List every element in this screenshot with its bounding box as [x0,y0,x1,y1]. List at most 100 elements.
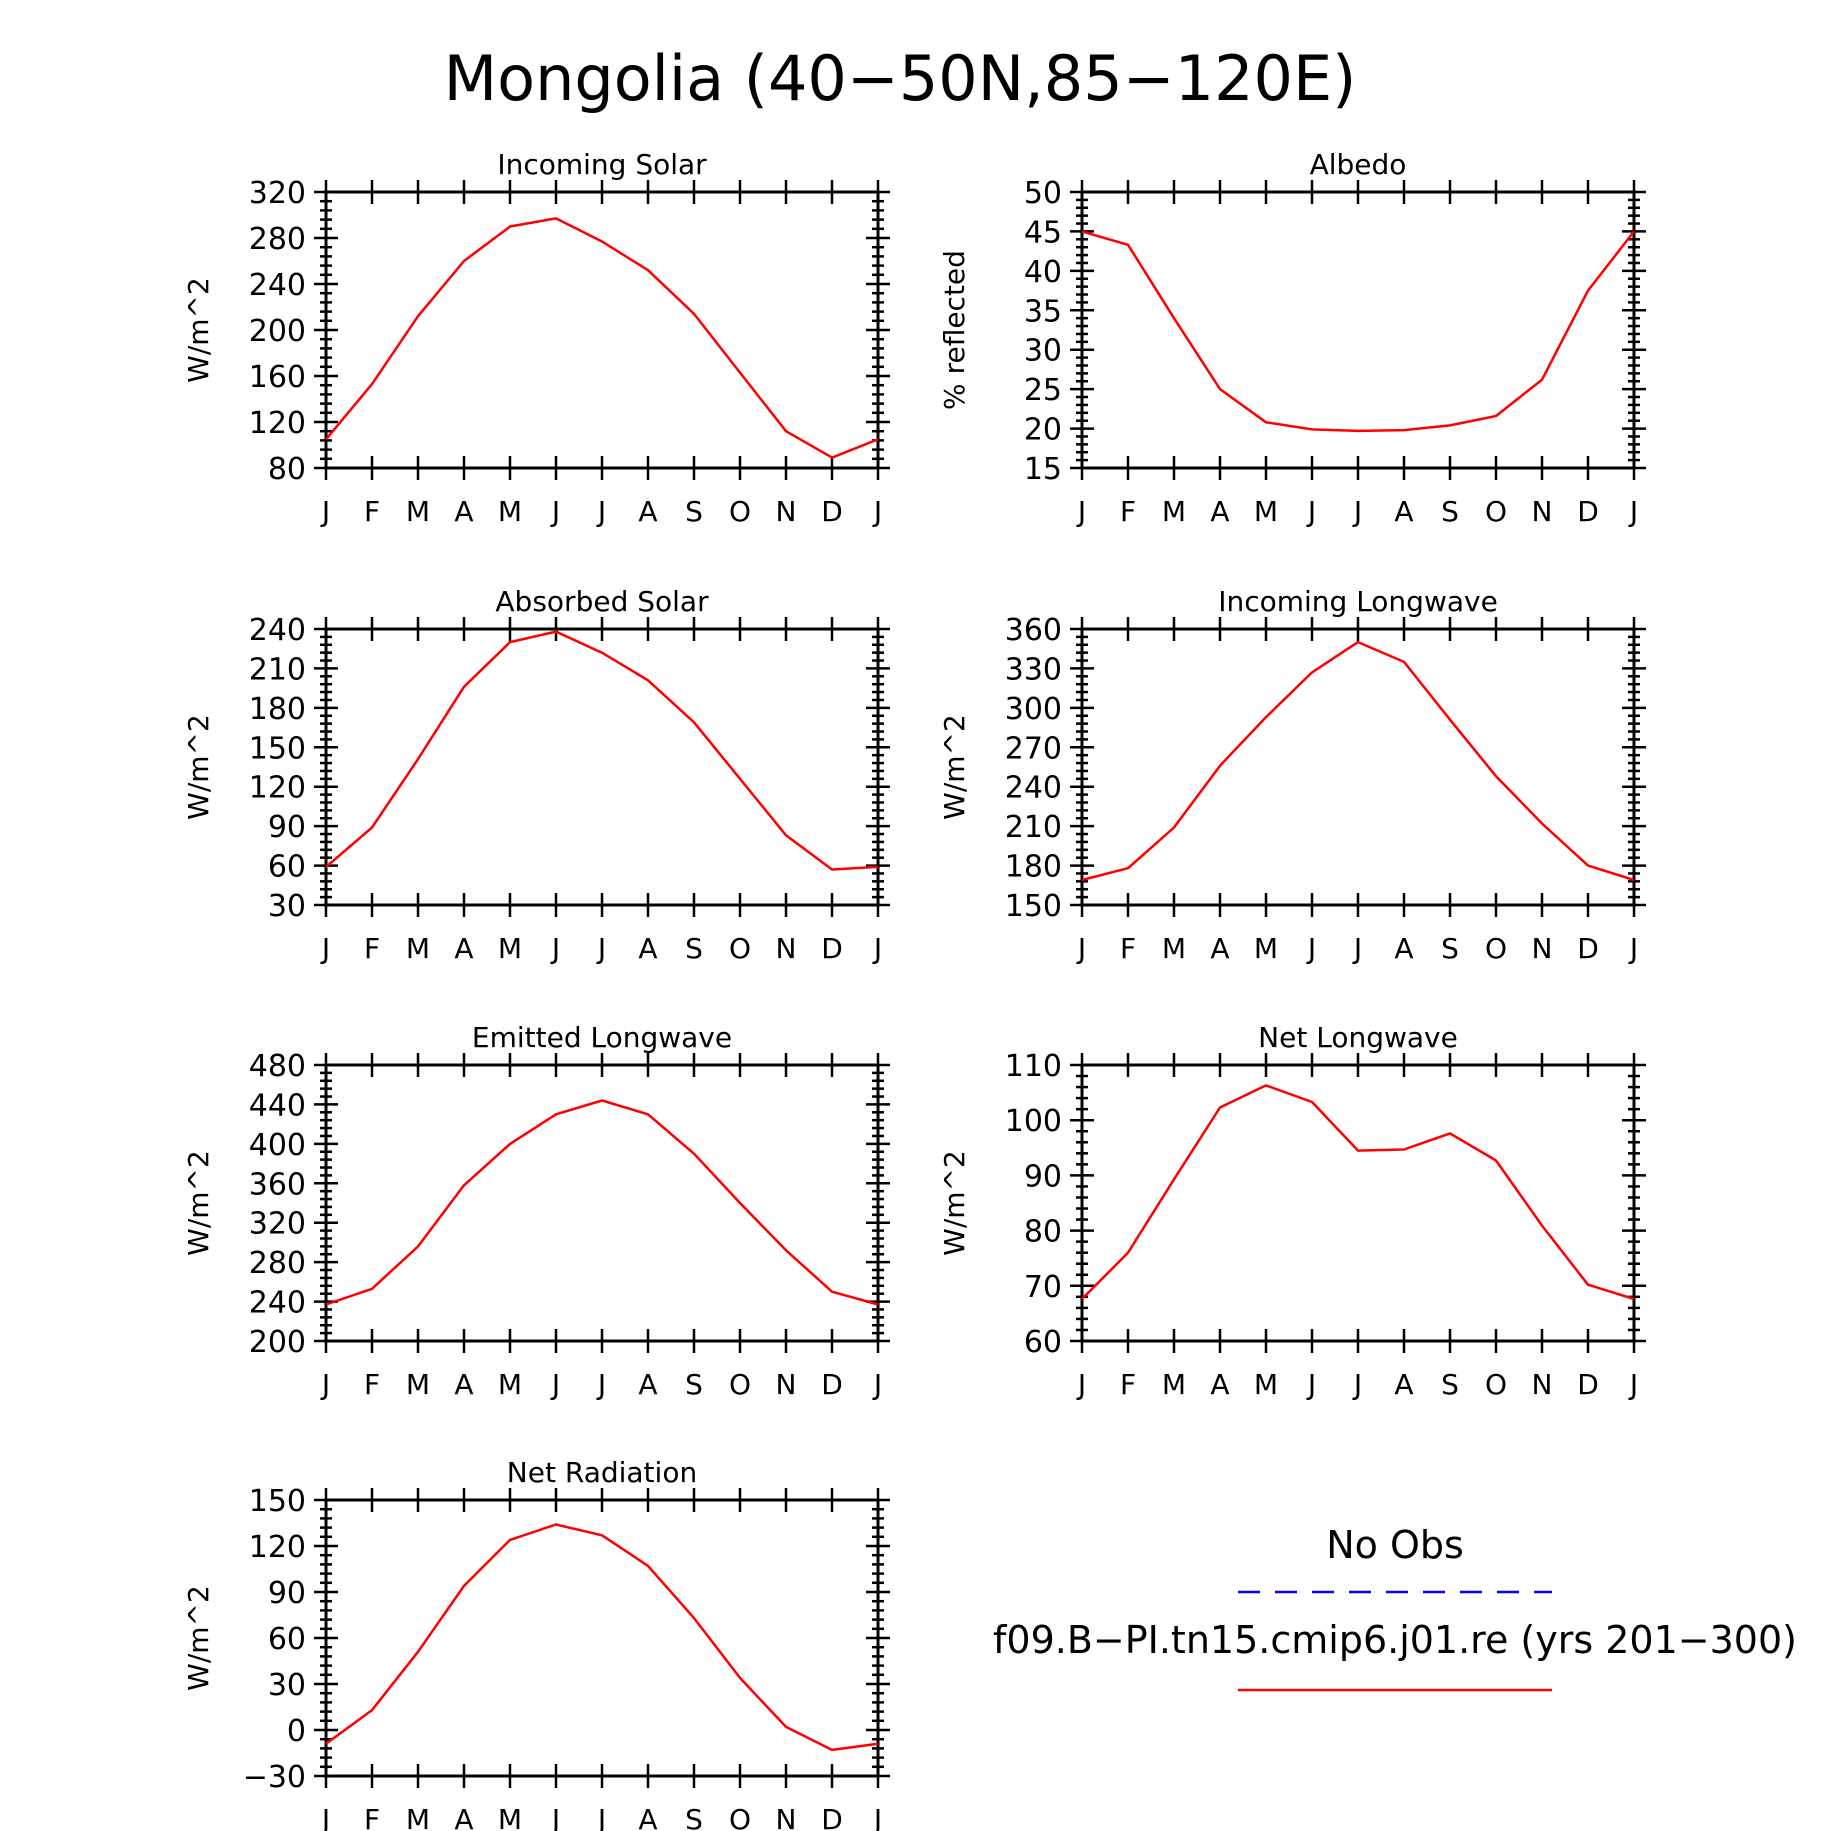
series-line [325,1099,879,1306]
x-tick-label: J [1076,932,1086,965]
x-tick-label: A [454,1368,473,1401]
y-tick-label: 90 [1024,1159,1062,1194]
x-tick-label: A [1394,1368,1413,1401]
x-tick-label: O [729,495,751,528]
y-tick-label: 60 [268,850,306,885]
x-tick-label: N [1532,1368,1553,1401]
x-tick-label: M [406,495,430,528]
x-tick-label: O [729,1803,751,1831]
y-tick-label: 150 [1005,889,1062,924]
y-tick-label: 400 [249,1128,306,1163]
series-line [325,630,879,871]
plot-frame [1080,1063,1636,1343]
x-tick-label: M [406,1803,430,1831]
x-tick-label: O [1485,932,1507,965]
plot-frame [1080,627,1636,907]
x-tick-label: A [638,1368,657,1401]
x-tick-label: D [1577,932,1599,965]
x-tick-label: F [1120,495,1136,528]
panels: Incoming SolarW/m^280120160200240280320J… [182,148,1646,1831]
x-tick-label: A [1394,495,1413,528]
x-tick-label: A [454,932,473,965]
x-tick-label: M [1162,495,1186,528]
plot-frame [324,1498,880,1778]
y-tick-label: 120 [249,406,306,441]
panel-emitted-longwave: Emitted Longwave W/m^2 200 240 280 320 360 400 4… [182,1021,890,1401]
x-tick-label: A [1210,495,1229,528]
x-tick-label: J [550,1368,560,1401]
x-tick-label: D [821,495,843,528]
x-tick-label: A [1210,932,1229,965]
x-tick-label: J [872,1368,882,1401]
y-tick-label: 90 [268,1576,306,1611]
panel-title: Emitted Longwave [472,1021,732,1054]
panel-title: Net Radiation [507,1456,697,1489]
x-tick-label: J [550,1803,560,1831]
x-tick-label: J [550,932,560,965]
y-tick-label: 120 [249,771,306,806]
figure-title: Mongolia (40−50N,85−120E) [444,42,1357,115]
series-line [325,1523,879,1752]
x-tick-label: F [364,932,380,965]
x-tick-label: J [1306,932,1316,965]
x-tick-label: A [1394,932,1413,965]
y-tick-label: 360 [1005,613,1062,648]
x-tick-label: M [1254,932,1278,965]
x-tick-label: A [638,1803,657,1831]
x-tick-label: D [1577,1368,1599,1401]
x-tick-label: J [596,495,606,528]
y-tick-label: 0 [287,1714,306,1749]
y-tick-label: 90 [268,810,306,845]
y-tick-label: 440 [249,1088,306,1123]
y-tick-label: 80 [268,452,306,487]
x-tick-label: J [596,932,606,965]
panel-incoming-solar: Incoming Solar W/m^2 80 120 160 200 240 280 320 J… [182,148,890,528]
legend-model-label: f09.B−PI.tn15.cmip6.j01.re (yrs 201−300) [993,1618,1797,1662]
y-tick-label: 45 [1024,215,1062,250]
y-tick-label: 110 [1005,1049,1062,1084]
x-tick-label: F [364,495,380,528]
x-tick-label: O [729,932,751,965]
x-tick-label: S [685,932,703,965]
y-tick-label: 30 [1024,334,1062,369]
x-tick-label: M [1254,1368,1278,1401]
x-tick-label: J [320,932,330,965]
y-axis-label: W/m^2 [938,1150,971,1256]
y-tick-label: 210 [249,652,306,687]
y-tick-label: 200 [249,314,306,349]
legend: No Obs f09.B−PI.tn15.cmip6.j01.re (yrs 2… [993,1523,1797,1692]
y-axis-label: % reflected [938,250,971,410]
y-tick-label: 320 [249,1207,306,1242]
x-tick-label: M [498,1368,522,1401]
x-tick-label: J [1306,1368,1316,1401]
x-tick-label: S [1441,932,1459,965]
plot-frame [324,627,880,907]
series-line [1081,230,1635,433]
legend-obs-label: No Obs [1326,1523,1464,1567]
x-tick-label: M [498,1803,522,1831]
series-line [325,217,879,459]
y-tick-label: 240 [249,613,306,648]
y-axis-label: W/m^2 [182,1150,215,1256]
panel-title: Incoming Solar [497,148,707,181]
x-tick-label: J [1628,1368,1638,1401]
y-tick-label: 30 [268,889,306,924]
x-tick-label: O [1485,495,1507,528]
x-tick-label: J [320,1368,330,1401]
x-tick-label: J [596,1368,606,1401]
y-axis-label: W/m^2 [938,714,971,820]
x-tick-label: N [776,1368,797,1401]
y-tick-label: 180 [249,692,306,727]
x-tick-label: J [872,495,882,528]
y-tick-label: 240 [249,268,306,303]
x-tick-label: F [364,1803,380,1831]
x-tick-label: S [685,1803,703,1831]
y-tick-label: 360 [249,1167,306,1202]
x-tick-label: O [1485,1368,1507,1401]
plot-frame [324,1063,880,1343]
y-tick-label: 210 [1005,810,1062,845]
x-tick-label: M [498,932,522,965]
panel-absorbed-solar: Absorbed Solar W/m^2 30 60 90 120 150 180 210 240… [182,585,890,965]
